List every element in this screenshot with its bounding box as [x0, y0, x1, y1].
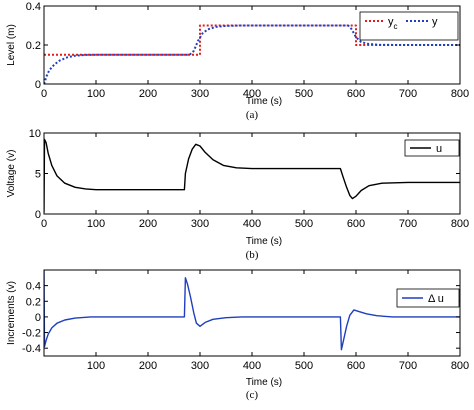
legend-label-yc: yc — [388, 16, 398, 31]
x-tick-label: 300 — [191, 88, 209, 100]
x-tick-label: 200 — [139, 360, 157, 372]
x-tick-label: 200 — [139, 88, 157, 100]
x-axis-label: Time (s) — [246, 236, 282, 247]
legend-label: Δ u — [428, 293, 444, 305]
y-tick-label: 5 — [35, 169, 41, 181]
x-tick-label: 800 — [451, 88, 469, 100]
y-tick-label: 10 — [29, 128, 41, 140]
x-tick-label: 100 — [87, 218, 105, 230]
y-tick-label: 0.2 — [26, 40, 41, 52]
x-tick-label: 400 — [243, 218, 261, 230]
x-tick-label: 700 — [399, 360, 417, 372]
y-tick-label: 0.4 — [26, 1, 41, 13]
series-line-u-3 — [44, 270, 460, 351]
panel-caption: (a) — [246, 109, 259, 121]
y-axis-label: Increments (v) — [6, 281, 17, 345]
y-tick-label: 0 — [35, 209, 41, 221]
x-axis-label: Time (s) — [246, 377, 282, 388]
x-tick-label: 100 — [87, 360, 105, 372]
legend-label: u — [436, 143, 442, 155]
x-tick-label: 500 — [295, 88, 313, 100]
y-axis-label: Level (m) — [6, 24, 17, 66]
x-tick-label: 700 — [399, 218, 417, 230]
x-axis-label: Time (s) — [246, 96, 282, 107]
plot-frame — [43, 269, 461, 357]
y-tick-label: 0 — [35, 312, 41, 324]
chart-panel-1: 0 100 200 300 400 500 600 700 800 0 0.2 0.4 Time (s)… — [6, 1, 469, 121]
series-line-y-1 — [44, 24, 460, 84]
x-tick-label: 100 — [87, 88, 105, 100]
legend: Δ u — [396, 288, 460, 308]
y-axis-label: Voltage (v) — [6, 150, 17, 198]
x-tick-label: 400 — [243, 360, 261, 372]
legend-box — [404, 139, 460, 157]
legend-box — [396, 288, 460, 308]
panel-caption: (b) — [246, 249, 259, 261]
x-tick-label: 500 — [295, 218, 313, 230]
x-tick-label: 600 — [347, 360, 365, 372]
panel-caption: (c) — [246, 389, 259, 401]
legend-label-yc-sub: c — [394, 22, 398, 31]
series-line-u-2 — [44, 138, 460, 213]
plot-frame — [43, 132, 461, 215]
legend: yc y — [359, 11, 459, 41]
x-tick-label: 0 — [41, 218, 47, 230]
legend: u — [404, 139, 460, 157]
x-tick-label: 700 — [399, 88, 417, 100]
x-tick-label: 300 — [191, 360, 209, 372]
legend-label-y: y — [432, 16, 438, 28]
chart-panel-3: 100 200 300 400 500 600 700 800 -0.4 -0.2 0 0.2 0.4 T… — [6, 269, 469, 401]
x-tick-label: 200 — [139, 218, 157, 230]
x-tick-label: 800 — [451, 218, 469, 230]
y-tick-label: 0.2 — [26, 296, 41, 308]
y-tick-label: 0.4 — [26, 281, 41, 293]
y-tick-label: -0.2 — [22, 328, 41, 340]
x-tick-label: 300 — [191, 218, 209, 230]
x-tick-label: 600 — [347, 218, 365, 230]
x-tick-label: 800 — [451, 360, 469, 372]
x-tick-label: 500 — [295, 360, 313, 372]
legend-label-yc-main: y — [388, 16, 394, 28]
y-tick-label: -0.4 — [22, 343, 41, 355]
legend-box — [359, 11, 459, 41]
x-tick-label: 600 — [347, 88, 365, 100]
y-tick-label: 0 — [35, 79, 41, 91]
x-tick-label: 400 — [243, 88, 261, 100]
chart-panel-2: 0 100 200 300 400 500 600 700 800 0 5 10 Time (s) Vol… — [6, 128, 469, 261]
x-tick-label: 0 — [41, 88, 47, 100]
